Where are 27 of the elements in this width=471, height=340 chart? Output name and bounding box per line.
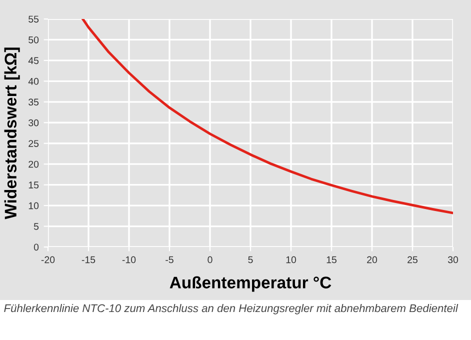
y-axis-title: Widerstandswert [kΩ] <box>4 48 20 220</box>
y-tick-label: 0 <box>34 244 39 251</box>
x-tick-label: 10 <box>286 256 296 264</box>
x-tick-label: 25 <box>408 256 418 264</box>
x-tick-label: -5 <box>166 256 174 264</box>
text: Fühlerkennlinie NTC-10 zum Anschluss an den Heizungsregler mit abnehmbarem Bedienteil <box>4 304 458 314</box>
y-tick-label: 15 <box>28 182 39 188</box>
x-tick-label: -10 <box>122 256 136 264</box>
y-tick-label: 5 <box>34 223 39 230</box>
x-tick-label: 0 <box>208 256 212 264</box>
x-tick-label: 20 <box>367 256 378 264</box>
x-tick-label: -15 <box>82 256 96 264</box>
y-tick-label: 50 <box>28 36 39 44</box>
y-tick-label: 40 <box>28 78 39 85</box>
x-tick-label: 30 <box>448 256 458 264</box>
x-axis-title: Außentemperatur °C <box>170 276 332 292</box>
y-tick-label: 35 <box>28 98 39 106</box>
y-tick-label: 55 <box>28 16 39 23</box>
y-tick-label: 30 <box>28 119 39 126</box>
x-tick-label: -20 <box>41 256 55 264</box>
line-series <box>82 19 453 214</box>
y-tick-label: 20 <box>28 160 39 168</box>
x-tick-label: 5 <box>248 256 253 264</box>
y-tick-label: 45 <box>28 57 39 64</box>
y-tick-label: 10 <box>28 202 39 210</box>
y-tick-label: 25 <box>28 140 39 147</box>
x-tick-label: 15 <box>326 256 336 264</box>
